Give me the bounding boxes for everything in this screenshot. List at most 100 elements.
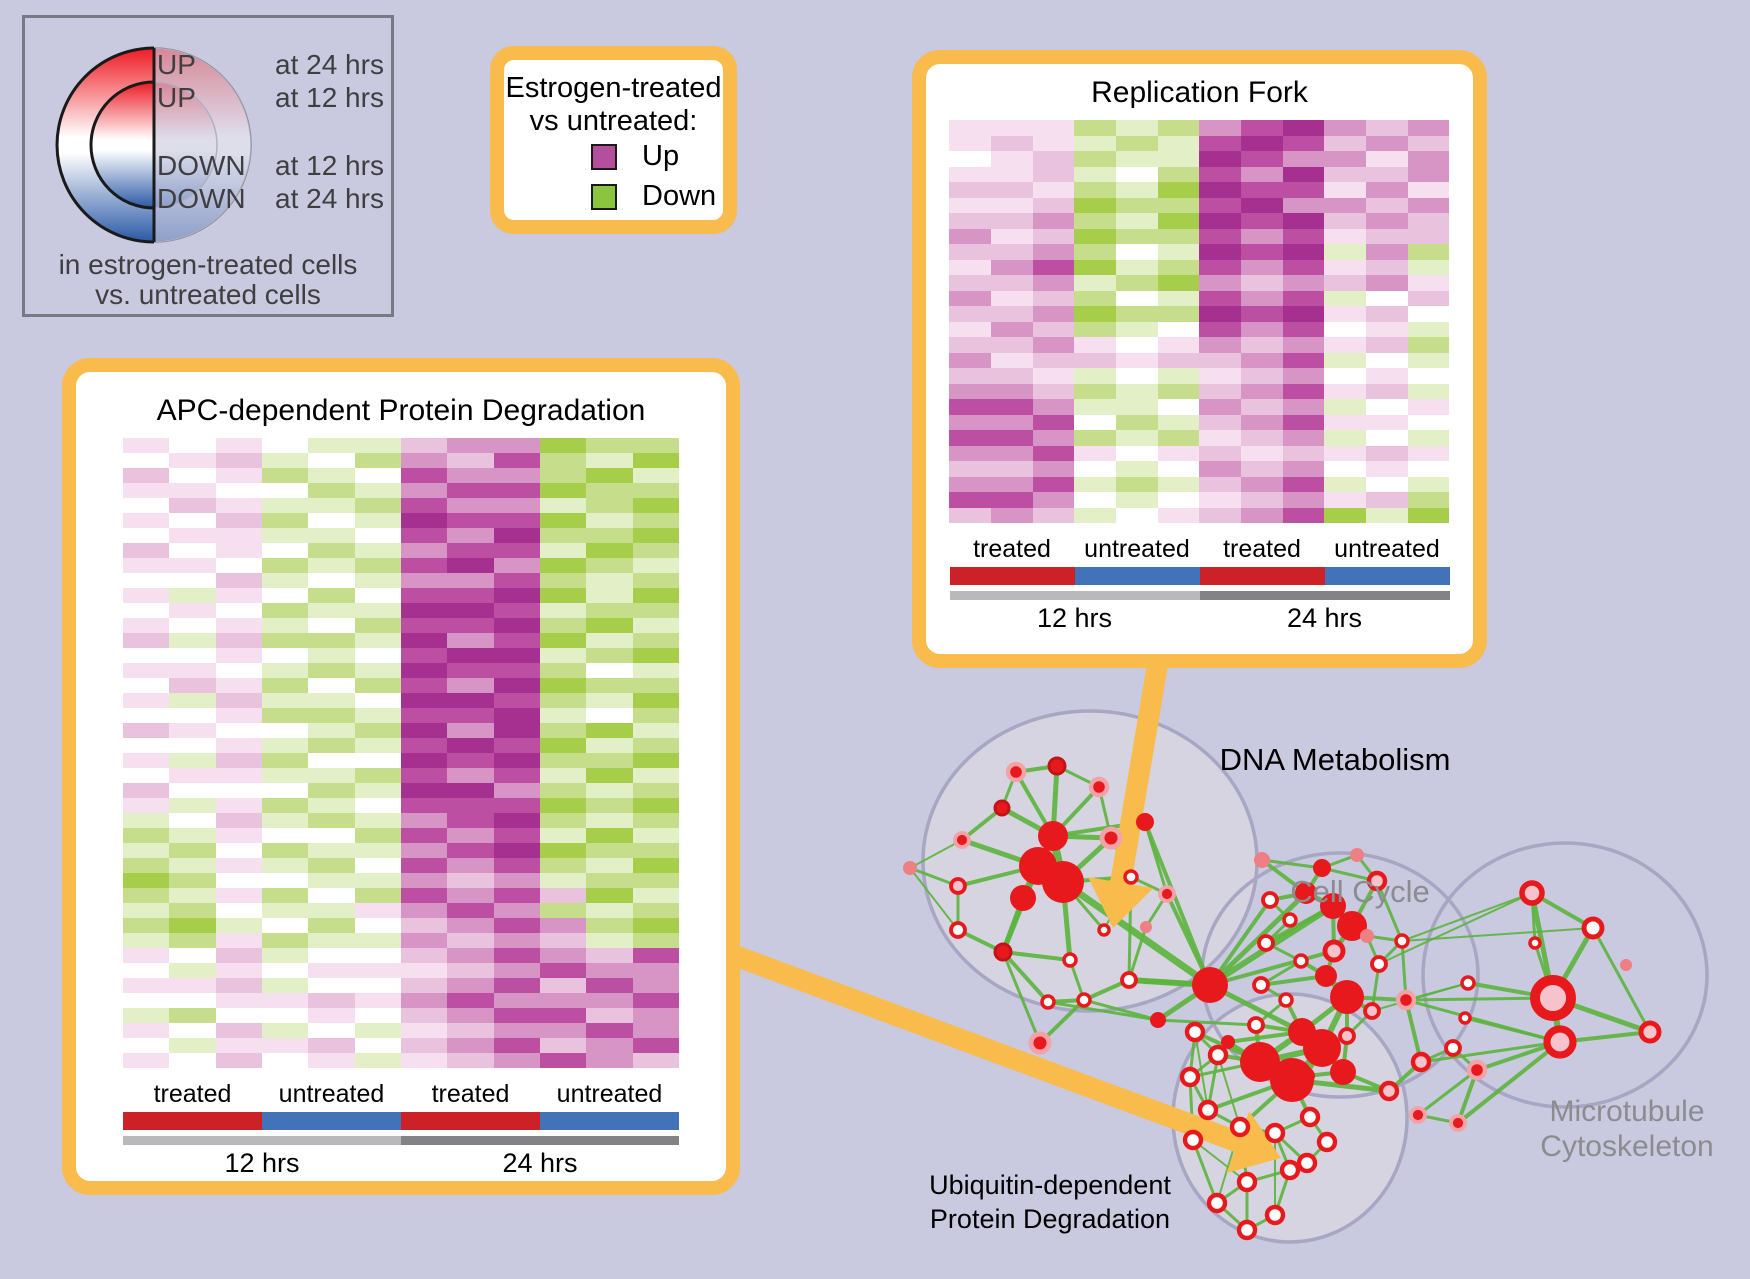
heatmap-cell [586, 738, 633, 753]
heatmap-cell [215, 933, 262, 948]
network-node [1638, 1020, 1662, 1044]
heatmap-cell [586, 873, 633, 888]
network-node [1296, 1152, 1318, 1174]
heatmap-cell [262, 933, 309, 948]
heatmap-cell [308, 1038, 355, 1053]
network-node [1182, 1129, 1204, 1151]
network-node [1330, 1059, 1356, 1085]
heatmap-cell [447, 918, 494, 933]
heatmap-cell [400, 483, 448, 498]
network-node [1295, 882, 1317, 904]
heatmap-cell [447, 588, 494, 603]
down-color-swatch [591, 184, 617, 210]
heatmap-cell [586, 483, 633, 498]
heatmap-cell [169, 1008, 216, 1023]
heatmap-cell [632, 738, 679, 753]
heatmap-cell [262, 993, 309, 1008]
heatmap-cell [1324, 445, 1367, 461]
heatmap-cell [123, 678, 170, 693]
heatmap-cell [308, 813, 355, 828]
heatmap-cell [539, 648, 587, 663]
group-color-bar [262, 1112, 401, 1130]
heatmap-cell [586, 558, 633, 573]
heatmap-cell [1241, 120, 1283, 136]
heatmap-cell [308, 753, 355, 768]
heatmap-cell [400, 903, 448, 918]
heatmap-cell [1282, 275, 1325, 291]
heatmap-cell [215, 528, 262, 543]
heatmap-cell [262, 1008, 309, 1023]
heatmap-cell [1282, 244, 1325, 260]
heatmap-cell [1282, 306, 1325, 322]
heatmap-cell [949, 290, 992, 306]
heatmap-cell [632, 843, 679, 858]
heatmap-cell [493, 903, 540, 918]
heatmap-cell [493, 783, 540, 798]
network-edge [1194, 1031, 1209, 1111]
heatmap-cell [262, 798, 309, 813]
network-edge [1378, 892, 1533, 965]
heatmap-cell [493, 1053, 540, 1068]
network-node [1040, 994, 1056, 1010]
heatmap-cell [539, 858, 587, 873]
network-node [993, 799, 1011, 817]
network-node [1099, 826, 1123, 850]
heatmap-cell [215, 903, 262, 918]
heatmap-cell [215, 1008, 262, 1023]
heatmap-cell [1407, 120, 1450, 136]
heatmap-cell [308, 483, 355, 498]
group-label: untreated [1084, 535, 1190, 563]
network-node [1620, 959, 1632, 971]
heatmap-cell [991, 430, 1033, 446]
heatmap-cell [949, 399, 992, 415]
heatmap-cell [1074, 321, 1117, 337]
network-edge [1375, 880, 1404, 942]
heatmap-cell [632, 768, 679, 783]
heatmap-cell [1199, 290, 1242, 306]
heatmap-cell [539, 978, 587, 993]
heatmap-cell [1032, 290, 1075, 306]
heatmap-cell [1282, 259, 1325, 275]
heatmap-cell [1324, 507, 1367, 523]
heatmap-cell [1241, 352, 1283, 368]
heatmap-cell [586, 813, 633, 828]
heatmap-cell [262, 498, 309, 513]
heatmap-cell [400, 873, 448, 888]
heatmap-cell [215, 513, 262, 528]
time-label: 24 hrs [502, 1148, 578, 1178]
group-color-bar [949, 567, 1075, 585]
heatmap-cell [1324, 430, 1367, 446]
heatmap-cell [354, 603, 401, 618]
heatmap-cell [1199, 492, 1242, 508]
heatmap-cell [262, 633, 309, 648]
up-label: Up [642, 140, 680, 172]
heatmap-cell [1241, 368, 1283, 384]
heatmap-cell [539, 543, 587, 558]
heatmap-cell [1241, 507, 1283, 523]
network-node [1366, 870, 1388, 892]
group-label: treated [1223, 535, 1301, 563]
replication-fork-title: Replication Fork [1091, 76, 1308, 109]
heatmap-cell [1157, 135, 1200, 151]
heatmap-cell [1074, 368, 1117, 384]
group-color-bar [401, 1112, 540, 1130]
heatmap-cell [169, 873, 216, 888]
heatmap-cell [308, 543, 355, 558]
heatmap-cell [1199, 368, 1242, 384]
heatmap-cell [123, 468, 170, 483]
heatmap-cell [447, 933, 494, 948]
heatmap-cell [215, 828, 262, 843]
heatmap-cell [262, 468, 309, 483]
heatmap-cell [169, 678, 216, 693]
heatmap-cell [949, 321, 992, 337]
heatmap-cell [169, 768, 216, 783]
heatmap-cell [1032, 306, 1075, 322]
heatmap-cell [262, 918, 309, 933]
network-node [1360, 929, 1374, 943]
network-node [1192, 967, 1228, 1003]
heatmap-cell [586, 753, 633, 768]
heatmap-cell [169, 513, 216, 528]
heatmap-cell [539, 573, 587, 588]
heatmap-cell [586, 783, 633, 798]
